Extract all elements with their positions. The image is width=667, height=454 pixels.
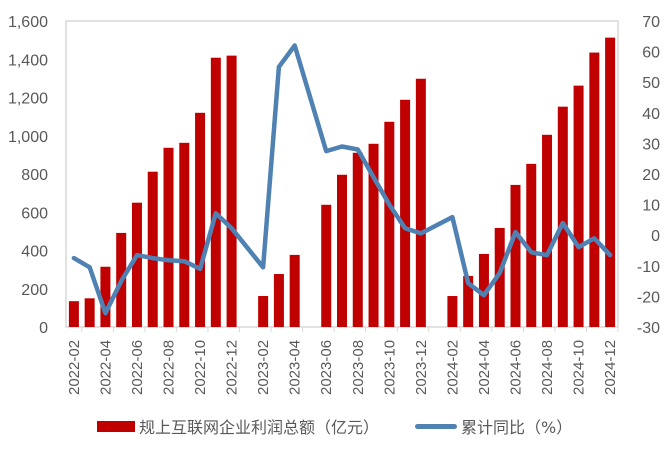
profit-bar [68, 301, 79, 327]
profit-bar [463, 275, 474, 327]
x-axis-tick-label: 2023-10 [381, 340, 398, 395]
right-axis-tick-label: 0 [651, 228, 660, 245]
profit-bar [84, 298, 95, 327]
profit-bar [163, 147, 174, 327]
profit-bar [352, 152, 363, 327]
profit-bar [478, 253, 489, 327]
profit-bar [542, 134, 553, 327]
profit-bar [210, 57, 221, 327]
x-axis-tick-label: 2023-08 [350, 340, 367, 395]
profit-bar [526, 163, 537, 327]
x-axis-tick-label: 2022-12 [224, 340, 241, 395]
x-axis-tick-label: 2023-06 [318, 340, 335, 395]
right-axis-tick-label: 10 [642, 198, 660, 215]
x-axis-tick-label: 2022-08 [161, 340, 178, 395]
legend-label-profit: 规上互联网企业利润总额（亿元） [139, 418, 380, 437]
legend-item-profit: 规上互联网企业利润总额（亿元） [97, 414, 379, 438]
left-axis-tick-label: 600 [21, 205, 48, 222]
x-axis-tick-label: 2022-04 [97, 340, 114, 395]
profit-bar [494, 227, 505, 327]
x-axis-tick-label: 2022-10 [192, 340, 209, 395]
profit-bar [400, 99, 411, 327]
left-axis-tick-label: 1,400 [8, 52, 48, 69]
right-axis-tick-label: -10 [637, 259, 660, 276]
left-axis-tick-label: 1,200 [8, 91, 48, 108]
legend-line-swatch-icon [415, 423, 458, 429]
profit-bar [337, 174, 347, 327]
legend: 规上互联网企业利润总额（亿元） 累计同比（%） [97, 414, 608, 438]
profit-bar [368, 143, 379, 327]
right-axis-tick-label: 50 [642, 75, 660, 92]
profit-bar [447, 296, 458, 327]
profit-bar [384, 121, 395, 327]
profit-bar [226, 55, 237, 328]
profit-bar [557, 106, 568, 328]
right-axis-tick-label: 70 [642, 14, 660, 31]
left-axis-tick-label: 0 [39, 320, 48, 337]
profit-bar [605, 37, 616, 328]
left-axis-tick-label: 1,600 [8, 14, 48, 31]
legend-label-yoy: 累计同比（%） [461, 418, 573, 437]
x-axis-tick-label: 2023-12 [413, 340, 430, 395]
yoy-line [71, 43, 613, 316]
profit-bar [289, 254, 300, 327]
left-axis-tick-label: 400 [21, 244, 48, 261]
profit-bar [131, 202, 142, 327]
profit-bar [258, 296, 269, 327]
x-axis-tick-label: 2024-10 [571, 340, 588, 395]
legend-bar-swatch-icon [97, 420, 135, 432]
right-axis-tick-label: -20 [637, 289, 660, 306]
profit-bar [179, 142, 190, 327]
profit-bar [147, 171, 158, 327]
profit-bar [573, 85, 584, 327]
profit-bar [589, 52, 600, 328]
profit-bar [100, 266, 111, 327]
left-axis-tick-label: 200 [21, 282, 48, 299]
legend-item-yoy: 累计同比（%） [415, 414, 572, 438]
profit-bar [273, 274, 284, 327]
x-axis-tick-label: 2022-06 [129, 340, 146, 395]
right-axis-tick-label: 30 [642, 136, 660, 153]
x-axis-tick-label: 2024-02 [444, 340, 461, 395]
right-axis-tick-label: 20 [642, 167, 660, 184]
x-axis-tick-label: 2024-06 [507, 340, 524, 395]
x-axis-tick-label: 2023-04 [287, 340, 304, 395]
x-axis-tick-label: 2023-02 [255, 340, 272, 395]
left-axis-tick-label: 800 [21, 167, 48, 184]
x-axis-tick-label: 2022-02 [66, 340, 83, 395]
right-axis-tick-label: 60 [642, 45, 660, 62]
left-axis-tick-label: 1,000 [8, 129, 48, 146]
profit-bar [321, 204, 332, 327]
profit-bar [195, 112, 206, 327]
x-axis-tick-label: 2024-08 [539, 340, 556, 395]
profit-bar [415, 78, 426, 327]
x-axis-tick-label: 2024-12 [602, 340, 619, 395]
profit-bar [510, 184, 521, 327]
right-axis-tick-label: -30 [637, 320, 660, 337]
x-axis-tick-label: 2024-04 [476, 340, 493, 395]
right-axis-tick-label: 40 [642, 106, 660, 123]
